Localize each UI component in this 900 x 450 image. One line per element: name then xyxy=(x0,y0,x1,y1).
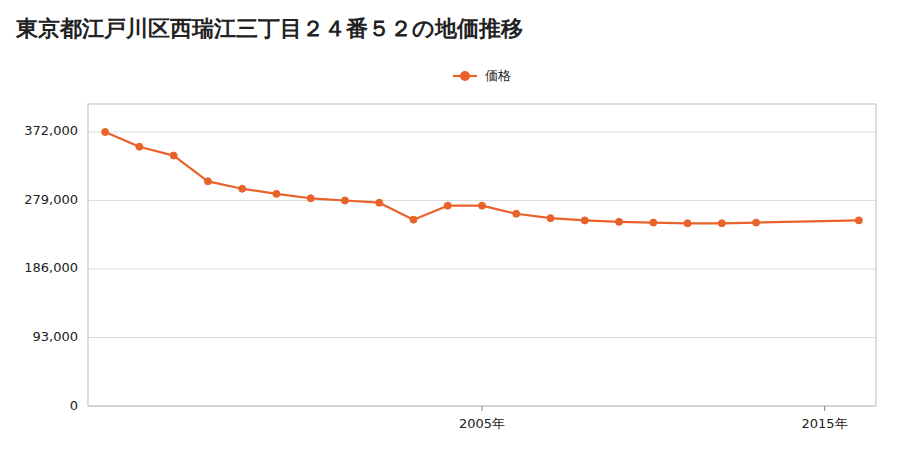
point xyxy=(479,202,486,209)
point xyxy=(684,220,691,227)
point xyxy=(444,202,451,209)
data-area xyxy=(102,128,863,226)
chart-svg: 東京都江戸川区西瑞江三丁目２４番５２の地価推移 0 93,000 186,000 279… xyxy=(0,0,900,450)
point xyxy=(753,219,760,226)
point xyxy=(616,218,623,225)
legend-marker xyxy=(460,71,470,81)
x-tick xyxy=(482,406,483,411)
y-tick-label: 0 xyxy=(70,398,78,413)
point xyxy=(581,217,588,224)
point xyxy=(855,217,862,224)
point xyxy=(273,190,280,197)
y-axis: 0 93,000 186,000 279,000 372,000 xyxy=(24,123,78,412)
y-tick-label: 372,000 xyxy=(24,123,78,138)
point xyxy=(513,210,520,217)
point xyxy=(136,143,143,150)
point xyxy=(204,178,211,185)
point xyxy=(718,220,725,227)
line xyxy=(105,132,859,223)
grid xyxy=(88,132,876,406)
plot-frame xyxy=(88,104,876,406)
chart-container: 東京都江戸川区西瑞江三丁目２４番５２の地価推移 0 93,000 186,000 279… xyxy=(0,0,900,450)
grid-line xyxy=(88,200,876,201)
grid-line xyxy=(88,337,876,338)
x-axis: 2005年 2015年 xyxy=(459,406,848,431)
x-tick-label: 2015年 xyxy=(802,416,848,431)
x-tick-label: 2005年 xyxy=(459,416,505,431)
legend: 価格 xyxy=(453,68,511,83)
point xyxy=(410,216,417,223)
grid-line xyxy=(88,131,876,132)
point xyxy=(239,185,246,192)
legend-label: 価格 xyxy=(485,68,511,83)
point xyxy=(102,128,109,135)
point xyxy=(307,195,314,202)
x-tick xyxy=(824,406,825,411)
title: 東京都江戸川区西瑞江三丁目２４番５２の地価推移 xyxy=(15,16,523,41)
grid-line xyxy=(88,268,876,269)
legend-item: 価格 xyxy=(453,68,511,83)
y-tick-label: 186,000 xyxy=(24,260,78,275)
point xyxy=(341,197,348,204)
y-tick-label: 93,000 xyxy=(33,329,79,344)
point xyxy=(170,152,177,159)
point xyxy=(376,199,383,206)
point xyxy=(547,215,554,222)
point xyxy=(650,219,657,226)
y-tick-label: 279,000 xyxy=(24,192,78,207)
